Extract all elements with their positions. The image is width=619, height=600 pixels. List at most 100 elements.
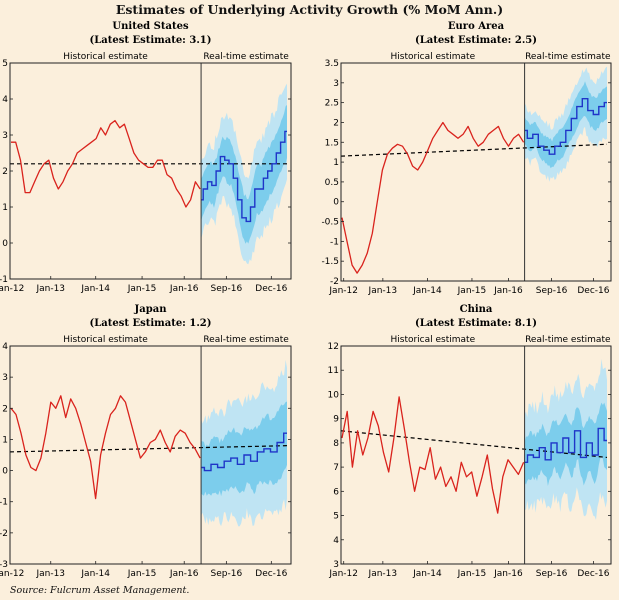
y-tick-label: 9 — [333, 415, 339, 425]
y-tick-label: 1 — [2, 435, 8, 445]
panel-euro-area: Euro Area (Latest Estimate: 2.5) Historica… — [321, 21, 612, 296]
y-tick-label: 3 — [2, 373, 8, 383]
y-tick-label: 8 — [333, 439, 339, 449]
y-tick-label: 5 — [2, 59, 8, 69]
x-tick-label: Dec-16 — [255, 569, 287, 579]
panel-title: Japan — [134, 304, 168, 315]
x-tick-label: Jan-15 — [127, 284, 157, 294]
x-tick-label: Dec-16 — [577, 569, 609, 579]
y-tick-label: 0.5 — [325, 178, 339, 188]
plot-frame — [9, 345, 292, 565]
y-tick-label: 4 — [333, 536, 339, 546]
y-tick-label: 2 — [2, 404, 8, 414]
realtime-line — [524, 427, 607, 463]
realtime-inner-band — [524, 402, 607, 486]
x-tick-label: Jan-15 — [457, 286, 487, 296]
y-tick-label: 7 — [333, 463, 339, 473]
y-tick-label: -0.5 — [321, 218, 339, 228]
y-tick-label: 4 — [2, 95, 8, 105]
realtime-inner-band — [201, 104, 287, 244]
x-tick-label: Jan-15 — [457, 569, 487, 579]
panel-japan: Japan (Latest Estimate: 1.2) Historical es… — [0, 304, 292, 579]
x-tick-label: Sep-16 — [211, 284, 243, 294]
x-tick-label: Jan-12 — [0, 284, 24, 294]
panel-title: Euro Area — [448, 21, 505, 32]
y-tick-label: 3 — [333, 79, 339, 89]
y-tick-label: 2 — [333, 118, 339, 128]
panel-subtitle: (Latest Estimate: 3.1) — [90, 35, 212, 46]
panel-subtitle: (Latest Estimate: 8.1) — [415, 318, 537, 329]
y-tick-label: -1.5 — [321, 257, 339, 267]
y-tick-label: 1 — [333, 158, 339, 168]
main-title: Estimates of Underlying Activity Growth … — [115, 2, 504, 17]
y-tick-label: 6 — [333, 487, 339, 497]
panel-subtitle: (Latest Estimate: 1.2) — [90, 318, 212, 329]
panel-united-states: United States (Latest Estimate: 3.1) Histo… — [0, 21, 292, 294]
y-tick-label: 11 — [328, 366, 339, 376]
y-tick-label: 0 — [2, 239, 8, 249]
x-tick-label: Dec-16 — [577, 286, 609, 296]
y-tick-label: 1.5 — [325, 138, 339, 148]
x-tick-label: Sep-16 — [211, 569, 243, 579]
x-tick-label: Jan-12 — [328, 569, 358, 579]
y-tick-label: 12 — [328, 342, 339, 352]
historical-line — [11, 119, 201, 208]
historical-label: Historical estimate — [390, 335, 475, 345]
x-tick-label: Jan-12 — [0, 569, 24, 579]
x-tick-label: Jan-15 — [127, 569, 157, 579]
y-tick-label: 5 — [333, 512, 339, 522]
x-tick-label: Jan-16 — [493, 569, 523, 579]
historical-label: Historical estimate — [63, 52, 148, 62]
x-tick-label: Sep-16 — [536, 286, 568, 296]
realtime-inner-band — [201, 401, 287, 497]
y-tick-label: 2 — [2, 167, 8, 177]
realtime-label: Real-time estimate — [525, 52, 611, 62]
x-tick-label: Jan-16 — [169, 569, 199, 579]
y-tick-label: 2.5 — [325, 99, 339, 109]
x-tick-label: Jan-13 — [368, 286, 398, 296]
realtime-label: Real-time estimate — [203, 335, 289, 345]
realtime-outer-band — [201, 83, 287, 265]
y-tick-label: 10 — [328, 390, 340, 400]
y-tick-label: 4 — [2, 342, 8, 352]
x-tick-label: Jan-13 — [35, 569, 65, 579]
x-tick-label: Jan-12 — [328, 286, 358, 296]
realtime-line — [201, 130, 287, 223]
x-tick-label: Jan-13 — [368, 569, 398, 579]
x-tick-label: Jan-14 — [80, 569, 110, 579]
historical-label: Historical estimate — [390, 52, 475, 62]
y-tick-label: -1 — [0, 498, 8, 508]
realtime-label: Real-time estimate — [525, 335, 611, 345]
x-tick-label: Jan-14 — [412, 286, 442, 296]
realtime-label: Real-time estimate — [203, 52, 289, 62]
x-tick-label: Jan-14 — [80, 284, 110, 294]
y-tick-label: -2 — [330, 277, 339, 287]
y-tick-label: -2 — [0, 529, 8, 539]
x-tick-label: Jan-16 — [493, 286, 523, 296]
y-tick-label: -1 — [0, 275, 8, 285]
y-tick-label: -3 — [0, 560, 8, 570]
x-tick-label: Jan-13 — [35, 284, 65, 294]
y-tick-label: -1 — [330, 237, 339, 247]
panel-subtitle: (Latest Estimate: 2.5) — [415, 35, 537, 46]
historical-line — [341, 121, 525, 274]
panel-title: United States — [112, 21, 189, 32]
realtime-line — [201, 432, 287, 472]
source-note: Source: Fulcrum Asset Management. — [10, 585, 190, 596]
plot-frame — [340, 345, 612, 565]
y-tick-label: 1 — [2, 203, 8, 213]
panel-china: China (Latest Estimate: 8.1) Historical es… — [328, 304, 612, 579]
trend-line — [340, 430, 608, 459]
y-tick-label: 0 — [333, 198, 339, 208]
realtime-line — [524, 98, 607, 155]
x-tick-label: Jan-16 — [169, 284, 199, 294]
trend-line — [340, 143, 608, 157]
y-tick-label: 3 — [333, 560, 339, 570]
historical-line — [341, 396, 525, 514]
x-tick-label: Dec-16 — [255, 284, 287, 294]
plot-frame — [340, 62, 612, 282]
historical-label: Historical estimate — [63, 335, 148, 345]
y-tick-label: 3.5 — [325, 59, 339, 69]
panel-title: China — [460, 304, 493, 315]
